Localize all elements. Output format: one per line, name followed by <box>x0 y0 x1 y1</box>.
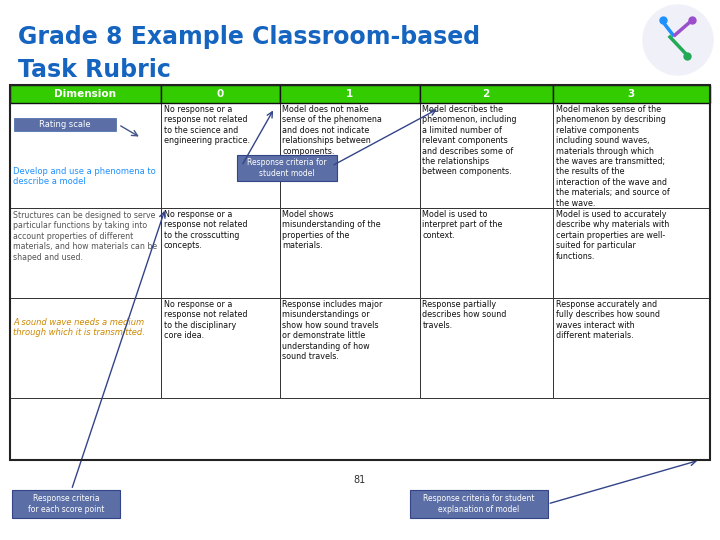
Text: Rating scale: Rating scale <box>40 120 91 129</box>
Circle shape <box>643 5 713 75</box>
Point <box>686 16 698 24</box>
Bar <box>420 85 552 103</box>
Bar <box>279 85 420 103</box>
Text: Response criteria for
student model: Response criteria for student model <box>247 158 326 178</box>
Text: 81: 81 <box>354 475 366 485</box>
Bar <box>10 85 161 103</box>
Bar <box>161 85 279 103</box>
Point <box>681 52 693 60</box>
Text: Dimension: Dimension <box>54 89 116 99</box>
Bar <box>161 103 279 208</box>
Text: Response accurately and
fully describes how sound
waves interact with
different : Response accurately and fully describes … <box>556 300 660 340</box>
Text: No response or a
response not related
to the disciplinary
core idea.: No response or a response not related to… <box>163 300 247 340</box>
Text: Model describes the
phenomenon, including
a limited number of
relevant component: Model describes the phenomenon, includin… <box>423 105 517 177</box>
Bar <box>10 85 710 460</box>
Text: Structures can be designed to serve
particular functions by taking into
account : Structures can be designed to serve part… <box>13 211 157 261</box>
Bar <box>420 103 552 208</box>
Bar <box>10 103 161 208</box>
Bar <box>161 208 279 298</box>
Text: Model is used to accurately
describe why materials with
certain properties are w: Model is used to accurately describe why… <box>556 210 669 261</box>
Bar <box>420 298 552 398</box>
Text: Grade 8 Example Classroom-based: Grade 8 Example Classroom-based <box>18 25 480 49</box>
Bar <box>14 118 117 131</box>
Bar <box>10 208 161 298</box>
Bar <box>10 298 161 398</box>
Text: 0: 0 <box>217 89 224 99</box>
Bar <box>12 490 120 518</box>
Text: Develop and use a phenomena to
describe a model: Develop and use a phenomena to describe … <box>13 167 156 186</box>
Text: 3: 3 <box>628 89 635 99</box>
Text: 2: 2 <box>482 89 490 99</box>
Bar <box>161 298 279 398</box>
Text: Model does not make
sense of the phenomena
and does not indicate
relationships b: Model does not make sense of the phenome… <box>282 105 382 156</box>
Text: Response criteria for student
explanation of model: Response criteria for student explanatio… <box>423 494 534 514</box>
Bar <box>410 490 547 518</box>
Text: Response criteria
for each score point: Response criteria for each score point <box>28 494 104 514</box>
Bar <box>236 155 336 181</box>
Bar <box>279 103 420 208</box>
Text: Model shows
misunderstanding of the
properties of the
materials.: Model shows misunderstanding of the prop… <box>282 210 381 250</box>
Bar <box>552 85 710 103</box>
Text: Task Rubric: Task Rubric <box>18 58 171 82</box>
Bar <box>279 208 420 298</box>
Bar <box>552 298 710 398</box>
Text: A sound wave needs a medium
through which it is transmitted.: A sound wave needs a medium through whic… <box>13 318 145 338</box>
Text: No response or a
response not related
to the crosscutting
concepts.: No response or a response not related to… <box>163 210 247 250</box>
Text: Model makes sense of the
phenomenon by describing
relative components
including : Model makes sense of the phenomenon by d… <box>556 105 670 207</box>
Text: Response includes major
misunderstandings or
show how sound travels
or demonstra: Response includes major misunderstanding… <box>282 300 383 361</box>
Bar <box>552 103 710 208</box>
Bar <box>279 298 420 398</box>
Bar <box>420 208 552 298</box>
Text: No response or a
response not related
to the science and
engineering practice.: No response or a response not related to… <box>163 105 250 145</box>
Text: 1: 1 <box>346 89 353 99</box>
Bar <box>552 208 710 298</box>
Text: Response partially
describes how sound
travels.: Response partially describes how sound t… <box>423 300 507 330</box>
Text: Model is used to
interpret part of the
context.: Model is used to interpret part of the c… <box>423 210 503 240</box>
Point <box>657 16 669 24</box>
